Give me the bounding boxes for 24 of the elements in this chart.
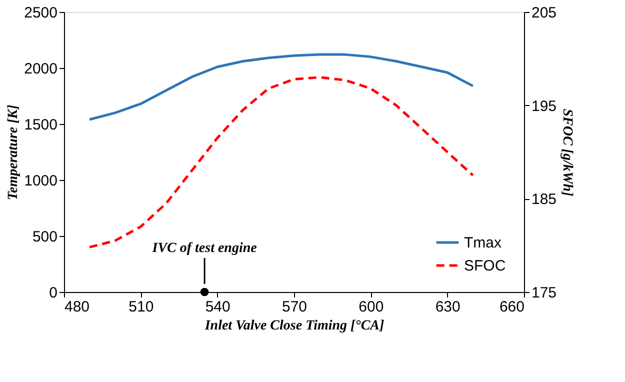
x-axis-title: Inlet Valve Close Timing [°CA] [204, 318, 384, 334]
y-axis-title: Temperature [K] [6, 104, 22, 200]
y2-tick-label: 175 [532, 284, 557, 302]
x-tick-label: 570 [282, 298, 308, 316]
x-tick-label: 630 [435, 298, 460, 316]
x-tick-label: 480 [64, 298, 90, 316]
y2-axis-title: SFOC [g/kWh] [560, 108, 575, 197]
x-tick-label: 600 [358, 298, 384, 316]
y-tick-label: 0 [49, 284, 58, 302]
x-tick-label: 510 [128, 298, 154, 316]
y-tick-label: 2500 [24, 4, 58, 22]
y-tick-label: 1500 [24, 116, 58, 134]
y2-tick-label: 205 [532, 4, 557, 22]
legend-label: Tmax [464, 234, 502, 252]
x-tick-label: 660 [499, 298, 524, 316]
y2-tick-label: 185 [532, 191, 557, 208]
y-tick-label: 2000 [24, 60, 58, 78]
y-tick-label: 1000 [24, 172, 58, 190]
legend-label: SFOC [464, 258, 506, 274]
x-tick-label: 540 [205, 298, 230, 316]
line-series [88, 53, 474, 121]
y2-tick-label: 195 [532, 98, 557, 115]
y-tick-label: 500 [32, 228, 58, 246]
annotation: IVC of test engine [151, 241, 257, 256]
